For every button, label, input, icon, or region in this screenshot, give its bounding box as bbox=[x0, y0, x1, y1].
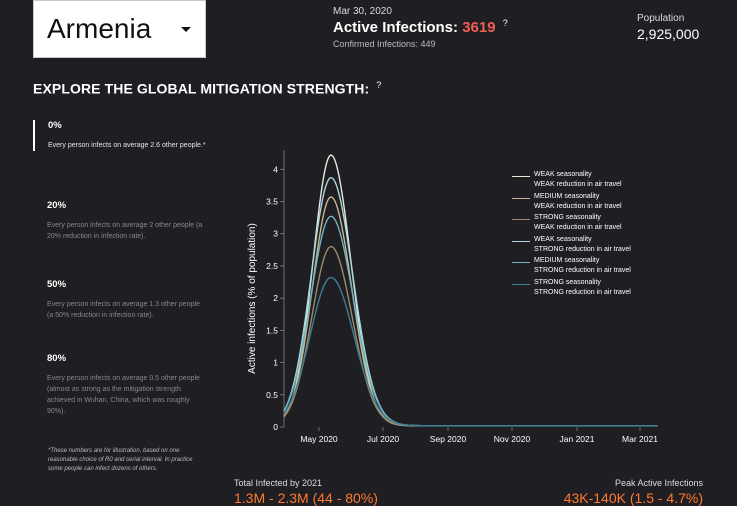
help-icon[interactable]: ? bbox=[376, 80, 382, 90]
option-pct: 0% bbox=[48, 120, 62, 131]
option-desc: Every person infects on average 0.5 othe… bbox=[47, 375, 200, 415]
confirmed-infections: Confirmed Infections: 449 bbox=[333, 39, 436, 49]
legend-label: STRONG seasonality STRONG reduction in ai… bbox=[534, 278, 631, 296]
y-tick-label: 0 bbox=[273, 422, 278, 432]
option-50[interactable]: 50% Every person infects on average 1.3 … bbox=[33, 279, 208, 321]
series-line bbox=[283, 276, 658, 427]
x-tick-label: Jan 2021 bbox=[560, 434, 595, 444]
legend-label: STRONG seasonality WEAK reduction in air … bbox=[534, 214, 622, 231]
option-desc: Every person infects on average 2.6 othe… bbox=[48, 142, 206, 149]
x-tick-label: Sep 2020 bbox=[430, 434, 467, 444]
y-tick-label: 2 bbox=[273, 293, 278, 303]
option-80[interactable]: 80% Every person infects on average 0.5 … bbox=[33, 353, 208, 417]
chevron-down-icon[interactable] bbox=[181, 26, 191, 32]
option-pct: 50% bbox=[47, 279, 67, 290]
peak-active-label: Peak Active Infections bbox=[614, 478, 703, 488]
active-infections-value: 3619 bbox=[462, 19, 496, 36]
peak-active-value: 43K-140K (1.5 - 4.7%) bbox=[563, 490, 703, 506]
population-value: 2,925,000 bbox=[637, 26, 700, 42]
option-20[interactable]: 20% Every person infects on average 2 ot… bbox=[33, 200, 208, 242]
legend-swatch bbox=[512, 262, 530, 264]
section-title: EXPLORE THE GLOBAL MITIGATION STRENGTH: … bbox=[33, 80, 381, 97]
infections-chart: 0 0.5 1 1.5 2 2.5 3 3.5 4 May 2020 Jul 2020 Sep 202… bbox=[247, 150, 658, 444]
y-tick-label: 3 bbox=[273, 229, 278, 239]
current-date: Mar 30, 2020 bbox=[333, 6, 392, 17]
x-tick-label: Jul 2020 bbox=[367, 434, 399, 444]
y-tick-label: 2.5 bbox=[266, 261, 278, 271]
x-tick-label: Nov 2020 bbox=[494, 434, 531, 444]
y-tick-label: 1 bbox=[273, 358, 278, 368]
footnote: *These numbers are for illustration, bas… bbox=[48, 448, 193, 472]
help-icon[interactable]: ? bbox=[502, 18, 508, 28]
y-tick-label: 1.5 bbox=[266, 325, 278, 335]
option-desc: Every person infects on average 2 other … bbox=[47, 222, 203, 240]
legend-swatch bbox=[512, 176, 530, 178]
option-pct: 20% bbox=[47, 200, 67, 211]
legend-swatch bbox=[512, 240, 530, 242]
active-infections: Active Infections: 3619 ? bbox=[333, 18, 508, 36]
option-pct: 80% bbox=[47, 353, 67, 364]
option-desc: Every person infects on average 1.3 othe… bbox=[47, 301, 200, 319]
legend-label: WEAK seasonality STRONG reduction in air … bbox=[534, 235, 631, 253]
option-0[interactable]: 0% Every person infects on average 2.6 o… bbox=[33, 120, 208, 151]
y-axis-label: Active infections (% of population) bbox=[247, 223, 258, 374]
legend-label: WEAK seasonality WEAK reduction in air tr… bbox=[534, 171, 622, 188]
active-infections-label: Active Infections: bbox=[333, 19, 459, 36]
country-select-value: Armenia bbox=[47, 13, 152, 44]
total-infected-value: 1.3M - 2.3M (44 - 80%) bbox=[234, 490, 378, 506]
legend-label: MEDIUM seasonality STRONG reduction in ai… bbox=[534, 257, 631, 274]
country-select[interactable]: Armenia bbox=[33, 0, 206, 58]
legend-label: MEDIUM seasonality WEAK reduction in air … bbox=[534, 192, 622, 210]
legend-swatch bbox=[512, 219, 530, 221]
population-label: Population bbox=[637, 13, 685, 24]
legend-swatch bbox=[512, 283, 530, 285]
total-infected-label: Total Infected by 2021 bbox=[234, 478, 323, 488]
y-tick-label: 3.5 bbox=[266, 197, 278, 207]
x-tick-label: Mar 2021 bbox=[622, 434, 658, 444]
x-tick-label: May 2020 bbox=[300, 434, 338, 444]
legend-swatch bbox=[512, 197, 530, 199]
section-title-text: EXPLORE THE GLOBAL MITIGATION STRENGTH: bbox=[33, 80, 370, 97]
y-tick-label: 0.5 bbox=[266, 390, 278, 400]
y-tick-label: 4 bbox=[273, 164, 278, 174]
